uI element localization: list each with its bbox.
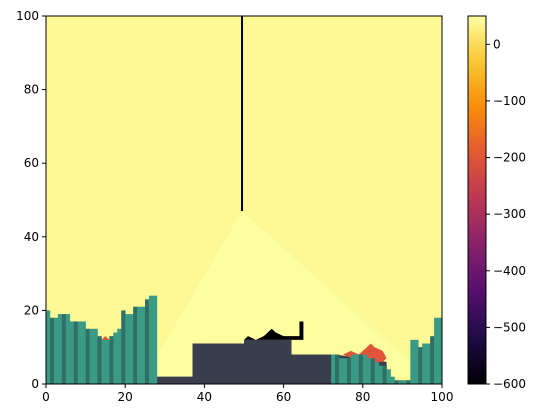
- teal-left-column-8: [77, 321, 82, 384]
- x-tick-label-0: 0: [42, 390, 50, 404]
- y-tick-label-0: 0: [31, 377, 39, 391]
- teal-left-column-7: [73, 321, 78, 384]
- teal-left-column-22: [133, 306, 138, 384]
- x-tick-label-5: 100: [431, 390, 454, 404]
- y-tick-label-1: 20: [24, 303, 39, 317]
- teal-left-column-0: [46, 310, 51, 384]
- teal-right-column-3: [343, 358, 348, 384]
- teal-left-column-2: [53, 317, 59, 384]
- x-axis: 0 20 40 60 80 100: [42, 384, 453, 404]
- teal-left-column-26: [148, 295, 154, 384]
- teal-right-column-26: [434, 317, 439, 384]
- teal-left-column-25: [145, 299, 150, 384]
- teal-right-column-23: [422, 343, 427, 384]
- colorbar-gradient: [467, 15, 487, 385]
- teal-right-column-27: [438, 317, 442, 384]
- teal-left-column-5: [65, 314, 71, 384]
- teal-left-column-19: [121, 310, 126, 384]
- teal-right-column-19: [406, 380, 411, 384]
- teal-right-column-1: [335, 354, 340, 384]
- teal-right-column-22: [418, 347, 423, 384]
- teal-left-column-9: [81, 321, 86, 384]
- teal-left-column-12: [93, 328, 98, 384]
- colorbar-tick-label-5: −500: [493, 320, 526, 334]
- plot-frame: [45, 15, 443, 385]
- teal-right-column-17: [398, 380, 403, 384]
- teal-right-column-6: [354, 354, 360, 384]
- colorbar-tick-label-6: −600: [493, 377, 526, 391]
- y-tick-label-2: 40: [24, 230, 39, 244]
- teal-left-column-6: [69, 321, 75, 384]
- colorbar-tick-label-3: −300: [493, 207, 526, 221]
- y-axis: 0 20 40 60 80 100: [16, 9, 46, 391]
- teal-left-column-1: [49, 317, 55, 384]
- x-tick-label-1: 20: [118, 390, 133, 404]
- teal-left-column-4: [61, 314, 67, 384]
- light-cone: [145, 211, 431, 377]
- y-tick-label-5: 100: [16, 9, 39, 23]
- teal-left-column-14: [101, 339, 106, 384]
- y-tick-label-4: 80: [24, 83, 39, 97]
- x-tick-label-2: 40: [197, 390, 212, 404]
- teal-left-column-11: [89, 328, 94, 384]
- teal-right-column-16: [394, 380, 399, 384]
- teal-left-column-3: [57, 314, 63, 384]
- teal-left-column-16: [109, 336, 114, 384]
- teal-right-column-13: [382, 365, 387, 384]
- x-tick-label-4: 80: [355, 390, 370, 404]
- teal-left-column-20: [125, 314, 130, 384]
- teal-right-column-20: [410, 339, 415, 384]
- teal-right-column-9: [366, 358, 372, 384]
- teal-right-column-8: [362, 354, 368, 384]
- y-tick-label-3: 60: [24, 156, 39, 170]
- teal-right-column-4: [346, 358, 352, 384]
- teal-left-column-18: [117, 328, 122, 384]
- teal-left-column-27: [152, 295, 158, 384]
- light-cone-band: [242, 211, 431, 370]
- colorbar-tick-label-4: −400: [493, 264, 526, 278]
- teal-right-column-21: [414, 339, 419, 384]
- teal-right-column-25: [430, 336, 435, 384]
- black-patch-0: [244, 321, 304, 340]
- teal-left-column-13: [97, 336, 102, 384]
- teal-left-column-21: [129, 314, 134, 384]
- teal-left-column-23: [137, 306, 142, 384]
- colorbar: 0 −100 −200 −300 −400 −500 −600: [467, 15, 526, 391]
- teal-right-column-15: [390, 376, 395, 384]
- teal-left-column-24: [141, 306, 146, 384]
- teal-right-column-18: [402, 380, 407, 384]
- teal-right-column-10: [370, 358, 375, 384]
- colorbar-tick-label-0: 0: [493, 37, 501, 51]
- teal-right-column-14: [386, 369, 391, 384]
- teal-left-column-15: [105, 339, 110, 384]
- teal-right-column-0: [331, 354, 336, 384]
- teal-left-column-10: [85, 328, 90, 384]
- teal-right-column-24: [426, 343, 431, 384]
- plot-area: [46, 16, 442, 384]
- teal-right-column-5: [350, 354, 356, 384]
- teal-right-column-2: [339, 358, 344, 384]
- teal-right-column-11: [374, 361, 379, 384]
- colorbar-tick-label-1: −100: [493, 94, 526, 108]
- colorbar-tick-label-2: −200: [493, 151, 526, 165]
- teal-right-column-12: [378, 365, 383, 384]
- teal-left-column-17: [113, 332, 118, 384]
- teal-right-column-7: [358, 354, 364, 384]
- x-tick-label-3: 60: [276, 390, 291, 404]
